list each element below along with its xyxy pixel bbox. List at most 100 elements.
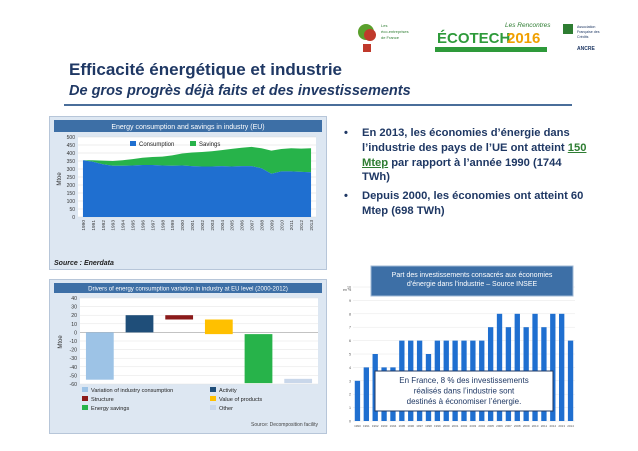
x-tick-label: 2010 bbox=[279, 220, 285, 231]
legend-swatch bbox=[210, 387, 216, 392]
y-tick-label: 0 bbox=[349, 420, 351, 424]
partner-logo: Les éco-entreprises de France bbox=[358, 23, 409, 52]
y-tick-label: 10 bbox=[347, 286, 351, 290]
chart-title: Energy consumption and savings in indust… bbox=[111, 124, 264, 131]
x-tick-label: 2004 bbox=[220, 220, 226, 231]
x-tick-label: 2007 bbox=[505, 424, 512, 428]
y-tick-label: 5 bbox=[349, 353, 351, 357]
drivers-chart: Drivers of energy consumption variation … bbox=[49, 279, 327, 434]
y-tick-label: 250 bbox=[67, 175, 76, 181]
x-tick-label: 2007 bbox=[250, 220, 256, 231]
x-tick-label: 1994 bbox=[121, 220, 127, 231]
y-axis-label: Mtoe bbox=[58, 335, 64, 349]
x-tick-label: 2003 bbox=[470, 424, 477, 428]
x-tick-label: 2005 bbox=[230, 220, 236, 231]
y-tick-label: 300 bbox=[67, 167, 76, 173]
x-tick-label: 2012 bbox=[299, 220, 305, 231]
page-title: Efficacité énergétique et industrie bbox=[69, 60, 343, 79]
bar bbox=[85, 332, 114, 380]
partner-line2: éco-entreprises bbox=[381, 29, 409, 34]
x-tick-label: 2002 bbox=[461, 424, 468, 428]
y-tick-label: 2 bbox=[349, 393, 351, 397]
bullet-highlight: 150 Mtep bbox=[362, 141, 587, 169]
y-tick-label: 0 bbox=[72, 215, 75, 221]
x-tick-label: 2000 bbox=[180, 220, 186, 231]
bullet-dot: • bbox=[344, 127, 348, 139]
bar bbox=[204, 319, 233, 335]
x-tick-label: 2008 bbox=[514, 424, 521, 428]
x-tick-label: 1996 bbox=[140, 220, 146, 231]
x-tick-label: 1998 bbox=[425, 424, 432, 428]
bullet-item: • En 2013, les économies d’énergie dans … bbox=[344, 126, 589, 185]
legend-label: Structure bbox=[91, 397, 114, 403]
x-tick-label: 1995 bbox=[131, 220, 137, 231]
bar bbox=[496, 313, 503, 421]
chart-title-bar bbox=[54, 283, 322, 293]
x-tick-label: 1995 bbox=[398, 424, 405, 428]
event-name: ÉCOTECH bbox=[437, 30, 510, 47]
legend-swatch bbox=[82, 405, 88, 410]
y-tick-label: -30 bbox=[70, 356, 78, 362]
title-divider bbox=[64, 104, 572, 106]
chart-source: Source: Decomposition facility bbox=[251, 422, 318, 428]
right-line1: Association bbox=[577, 25, 595, 29]
page-subtitle: De gros progrès déjà faits et des invest… bbox=[69, 83, 411, 99]
y-tick-label: 400 bbox=[67, 151, 76, 157]
legend-label: Savings bbox=[199, 142, 220, 148]
y-tick-label: 4 bbox=[349, 366, 351, 370]
right-line3: Crédits bbox=[577, 35, 589, 39]
y-tick-label: -60 bbox=[70, 382, 78, 388]
chart-title: Drivers of energy consumption variation … bbox=[88, 287, 288, 293]
y-tick-label: 20 bbox=[71, 313, 77, 319]
y-tick-label: 10 bbox=[71, 322, 77, 328]
x-tick-label: 1997 bbox=[416, 424, 423, 428]
chart-title-bar bbox=[54, 120, 322, 132]
x-tick-label: 1992 bbox=[372, 424, 379, 428]
bar bbox=[514, 313, 520, 421]
y-tick-label: 40 bbox=[71, 296, 77, 302]
right-org: ANCRE bbox=[577, 46, 595, 52]
x-tick-label: 2011 bbox=[541, 424, 548, 428]
legend-label: Variation of industry consumption bbox=[91, 388, 173, 394]
x-tick-label: 1996 bbox=[407, 424, 414, 428]
x-tick-label: 2012 bbox=[549, 424, 556, 428]
bar bbox=[125, 315, 154, 333]
bar bbox=[559, 313, 565, 421]
x-tick-label: 2013 bbox=[309, 220, 315, 231]
ecotech-logo: Les Rencontres ÉCOTECH 2016 bbox=[435, 22, 551, 52]
bullet-list: • En 2013, les économies d’énergie dans … bbox=[344, 126, 589, 223]
right-logo: Association Française des Crédits ANCRE bbox=[563, 24, 600, 52]
bullet-text: Depuis 2000, les économies ont atteint 6… bbox=[362, 190, 584, 217]
y-tick-label: -50 bbox=[70, 373, 78, 379]
x-tick-label: 1999 bbox=[170, 220, 176, 231]
y-tick-label: 3 bbox=[349, 379, 351, 383]
bar bbox=[550, 313, 556, 421]
x-tick-label: 1994 bbox=[390, 424, 397, 428]
y-tick-label: 30 bbox=[71, 305, 77, 311]
x-tick-label: 2014 bbox=[567, 424, 574, 428]
legend-swatch bbox=[130, 141, 136, 146]
y-tick-label: 8 bbox=[349, 312, 351, 316]
x-tick-label: 1990 bbox=[81, 220, 87, 231]
x-tick-label: 2006 bbox=[240, 220, 246, 231]
y-tick-label: 500 bbox=[67, 135, 76, 141]
y-tick-label: -10 bbox=[70, 339, 78, 345]
x-tick-label: 2004 bbox=[478, 424, 485, 428]
legend-label: Activity bbox=[219, 388, 237, 394]
legend-label: Other bbox=[219, 406, 233, 412]
x-tick-label: 2011 bbox=[289, 220, 295, 231]
event-year: 2016 bbox=[507, 30, 540, 47]
x-tick-label: 2013 bbox=[558, 424, 565, 428]
bullet-item: • Depuis 2000, les économies ont atteint… bbox=[344, 189, 589, 219]
x-tick-label: 2005 bbox=[487, 424, 494, 428]
event-line1: Les Rencontres bbox=[505, 22, 551, 29]
x-tick-label: 1998 bbox=[160, 220, 166, 231]
y-tick-label: 350 bbox=[67, 159, 76, 165]
bar bbox=[532, 313, 538, 421]
y-tick-label: -40 bbox=[70, 365, 78, 371]
consumption-area bbox=[82, 160, 312, 217]
annotation-box bbox=[374, 370, 554, 412]
x-tick-label: 2009 bbox=[269, 220, 275, 231]
partner-line1: Les bbox=[381, 23, 387, 28]
annotation-text: En France, 8 % des investissements réalis… bbox=[399, 376, 528, 406]
